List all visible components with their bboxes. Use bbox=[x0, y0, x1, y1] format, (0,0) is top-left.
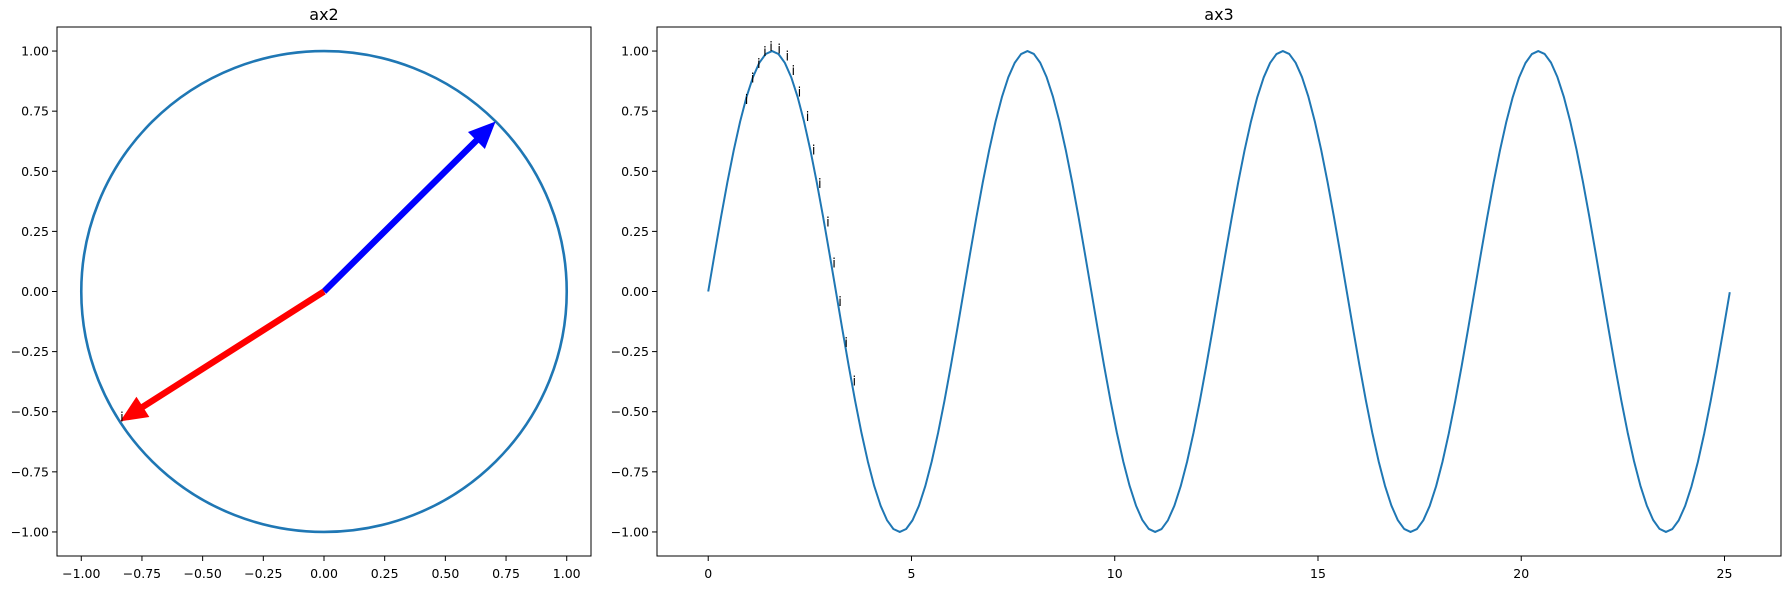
ax3-xtick-label: 0 bbox=[704, 566, 712, 581]
ax3-annotation-10: i bbox=[812, 143, 816, 158]
ax2-ytick-label: 0.25 bbox=[21, 224, 49, 239]
ax3-annotation-3: i bbox=[763, 45, 767, 60]
ax3-annotation-7: i bbox=[792, 64, 796, 79]
ax2-xtick-label: −0.25 bbox=[244, 566, 282, 581]
ax3-annotation-11: i bbox=[818, 177, 822, 192]
ax2-ytick-label: 0.75 bbox=[21, 104, 49, 119]
ax3-xtick-label: 20 bbox=[1513, 566, 1529, 581]
ax3-annotation-9: i bbox=[806, 110, 810, 125]
ax2-xtick-label: 0.00 bbox=[310, 566, 338, 581]
ax3-ytick-label: −1.00 bbox=[611, 524, 649, 539]
ax2-ytick-label: 0.00 bbox=[21, 284, 49, 299]
ax3-annotation-6: i bbox=[785, 50, 789, 65]
ax3-ytick-label: 0.25 bbox=[621, 224, 649, 239]
ax3-annotation-2: i bbox=[757, 57, 761, 72]
ax3-annotation-13: i bbox=[832, 256, 836, 271]
ax2-ytick-label: −1.00 bbox=[11, 524, 49, 539]
ax2-arrow-0 bbox=[321, 121, 496, 294]
ax3-xtick-label: 5 bbox=[907, 566, 915, 581]
ax2-ytick-label: −0.25 bbox=[11, 344, 49, 359]
ax2-unit-circle bbox=[79, 49, 569, 534]
ax3-ytick-label: −0.75 bbox=[611, 464, 649, 479]
ax2-xtick-label: 0.75 bbox=[492, 566, 520, 581]
ax2-xtick-label: −0.75 bbox=[123, 566, 161, 581]
ax3-ytick-label: −0.25 bbox=[611, 344, 649, 359]
ax3-annotation-1: i bbox=[751, 71, 755, 86]
ax3-annotation-4: i bbox=[769, 40, 773, 55]
ax3-annotation-15: i bbox=[844, 336, 848, 351]
ax3-xtick-label: 15 bbox=[1310, 566, 1326, 581]
ax3-xtick-label: 25 bbox=[1717, 566, 1733, 581]
ax3-sine-line-0 bbox=[707, 50, 1731, 533]
ax2-annotation-0: i bbox=[120, 410, 124, 425]
ax2-xtick-label: −0.50 bbox=[183, 566, 221, 581]
ax3-xtick-label: 10 bbox=[1107, 566, 1123, 581]
ax3-ytick-label: 0.00 bbox=[621, 284, 649, 299]
ax2-xtick-label: 0.25 bbox=[371, 566, 399, 581]
ax3-annotation-16: i bbox=[853, 374, 857, 389]
ax3-ytick-label: 1.00 bbox=[621, 44, 649, 59]
ax3-annotation-0: i bbox=[745, 93, 749, 108]
ax3-ytick-label: −0.50 bbox=[611, 404, 649, 419]
ax3-ytick-label: 0.75 bbox=[621, 104, 649, 119]
ax3-ytick-label: 0.50 bbox=[621, 164, 649, 179]
ax2-plot: ax2 i −1.00 −0.75 −0.50 −0.25 0.00 0.25 0.50 0.75… bbox=[11, 5, 592, 581]
ax3-annotation-12: i bbox=[826, 216, 830, 231]
ax2-ytick-label: −0.50 bbox=[11, 404, 49, 419]
ax2-xtick-label: 0.50 bbox=[431, 566, 459, 581]
ax2-xtick-label: −1.00 bbox=[62, 566, 100, 581]
ax2-xtick-label: 1.00 bbox=[553, 566, 581, 581]
ax3-annotation-5: i bbox=[777, 42, 781, 57]
ax3-annotation-14: i bbox=[838, 295, 842, 310]
ax2-title: ax2 bbox=[309, 5, 338, 24]
ax2-ytick-label: −0.75 bbox=[11, 464, 49, 479]
ax3-annotation-8: i bbox=[798, 86, 802, 101]
ax2-ytick-label: 0.50 bbox=[21, 164, 49, 179]
ax2-ytick-label: 1.00 bbox=[21, 44, 49, 59]
ax2-arrow-1 bbox=[120, 288, 326, 422]
ax3-title: ax3 bbox=[1204, 5, 1233, 24]
